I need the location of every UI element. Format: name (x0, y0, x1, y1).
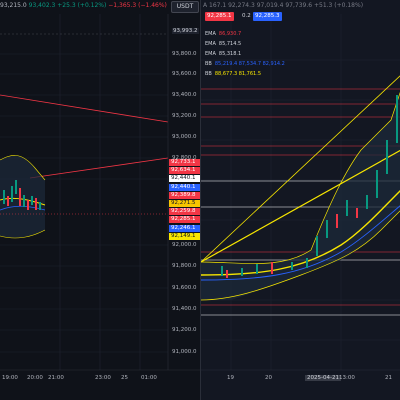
yellow-trendline-2 (201, 75, 400, 263)
candles-left (3, 180, 41, 210)
price-tag: 92,733.1 (169, 159, 200, 166)
candles-right (221, 95, 398, 278)
sell-button[interactable]: 92,285.1 (205, 12, 234, 21)
price-axis-label: 93,000.0 (172, 134, 197, 140)
legend-value: 85,219.4 87,534.7 82,914.2 (214, 61, 285, 67)
price-tag: 92,149.1 (169, 232, 200, 240)
legend-row[interactable]: EMA 86,930.7 (205, 31, 241, 37)
bb-lower (0, 229, 46, 239)
price-axis-label: 93,600.0 (172, 71, 197, 77)
ema-blue-right (201, 205, 400, 281)
ema-yellow-right (201, 190, 400, 276)
price-tag: 92,285.1 (169, 216, 200, 224)
time-axis-label: 23:00 (95, 375, 111, 381)
legend-row[interactable]: EMA 85,714.5 (205, 41, 241, 47)
right-ohlc-readout: A 167.1 92,274.3 97,019.4 97,739.6 +51.3… (203, 2, 364, 9)
yellow-trendline (201, 149, 400, 263)
price-tag: 92,440.1 (169, 175, 200, 183)
price-tag: 92,246.1 (169, 224, 200, 232)
price-axis-label: 92,800.0 (172, 155, 197, 161)
price-tag: 92,440.1 (169, 183, 200, 191)
legend-value: 85,714.5 (218, 41, 242, 47)
buy-button[interactable]: 92,285.3 (253, 12, 282, 21)
legend-label: EMA (205, 51, 216, 57)
price-axis-label: 92,000.0 (172, 242, 197, 248)
time-axis-label: 19:00 (2, 375, 18, 381)
legend-row[interactable]: BB 88,677.3 81,761.5 (205, 71, 261, 77)
legend-row[interactable]: EMA 85,318.1 (205, 51, 241, 57)
legend-label: BB (205, 71, 212, 77)
ohlc-change-2: −1,365.3 (−1.46%) (108, 2, 167, 9)
legend-value: 85,318.1 (218, 51, 242, 57)
spread-label: 0.2 (242, 13, 251, 19)
currency-selector[interactable]: USDT (171, 1, 199, 13)
time-axis-label: 13:00 (339, 375, 355, 381)
price-axis-label: 93,800.0 (172, 51, 197, 57)
price-tag: 92,259.8 (169, 208, 200, 216)
legend-label: BB (205, 61, 212, 67)
ohlc-open: 93,215.0 (0, 2, 27, 9)
legend-label: EMA (205, 31, 216, 37)
bollinger-fill (0, 155, 45, 238)
right-chart-panel[interactable]: A 167.1 92,274.3 97,019.4 97,739.6 +51.3… (200, 0, 400, 400)
price-axis-label: 93,400.0 (172, 92, 197, 98)
time-axis-label: 19 (227, 375, 234, 381)
price-tag: 92,389.8 (169, 191, 200, 199)
left-chart-canvas[interactable] (0, 0, 200, 400)
ohlc-change: +25.3 (+0.12%) (57, 2, 107, 9)
price-axis-label: 91,000.0 (172, 349, 197, 355)
legend-value: 86,930.7 (218, 31, 242, 37)
price-axis-label: 93,200.0 (172, 113, 197, 119)
time-axis-label: 20 (265, 375, 272, 381)
bb-lower-right (201, 210, 400, 301)
price-axis-label: 91,400.0 (172, 306, 197, 312)
price-axis-label: 91,800.0 (172, 263, 197, 269)
legend-value: 88,677.3 81,761.5 (214, 71, 261, 77)
ohlc-high: 93,402.3 (28, 2, 56, 9)
price-axis-label: 93,993.2 (172, 28, 199, 34)
red-trend-line (0, 94, 169, 123)
cursor-date-label: 2025-04-21 (305, 375, 341, 381)
ema-blue (0, 205, 46, 211)
time-axis-label: 01:00 (141, 375, 157, 381)
right-chart-canvas[interactable] (201, 0, 400, 400)
time-axis-label: 21:00 (48, 375, 64, 381)
legend-label: EMA (205, 41, 216, 47)
bb-upper (0, 155, 46, 181)
time-axis-label: 20:00 (27, 375, 43, 381)
left-chart-panel[interactable]: 93,215.0 93,402.3 +25.3 (+0.12%) −1,365.… (0, 0, 200, 400)
bb-upper-right (201, 91, 400, 264)
red-trend-line-2 (29, 157, 169, 179)
legend-row[interactable]: BB 85,219.4 87,534.7 82,914.2 (205, 61, 285, 67)
time-axis-label: 21 (385, 375, 392, 381)
price-axis-label: 91,600.0 (172, 285, 197, 291)
ohlc-readout: 93,215.0 93,402.3 +25.3 (+0.12%) −1,365.… (0, 2, 167, 9)
price-tag: 92,271.5 (169, 200, 200, 207)
time-axis-label: 25 (121, 375, 128, 381)
price-axis-label: 91,200.0 (172, 327, 197, 333)
price-tag: 92,634.1 (169, 167, 200, 175)
